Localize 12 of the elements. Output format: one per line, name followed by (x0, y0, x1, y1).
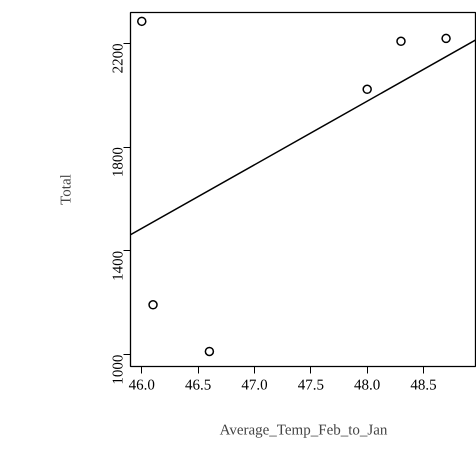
y-tick-label: 1800 (110, 147, 126, 178)
x-axis-title: Average_Temp_Feb_to_Jan (220, 422, 388, 438)
x-tick-label: 48.5 (410, 378, 437, 394)
y-tick-label: 2200 (110, 43, 126, 74)
y-tick-label: 1000 (110, 354, 126, 385)
x-tick-label: 47.5 (298, 378, 324, 394)
x-tick-label: 46.5 (184, 378, 212, 394)
y-axis-title: Total (58, 174, 74, 205)
x-tick-label: 48.0 (354, 378, 380, 394)
y-tick-label: 1400 (110, 250, 126, 281)
x-tick-label: 46.0 (128, 378, 155, 394)
x-tick-label: 47.0 (241, 378, 268, 394)
